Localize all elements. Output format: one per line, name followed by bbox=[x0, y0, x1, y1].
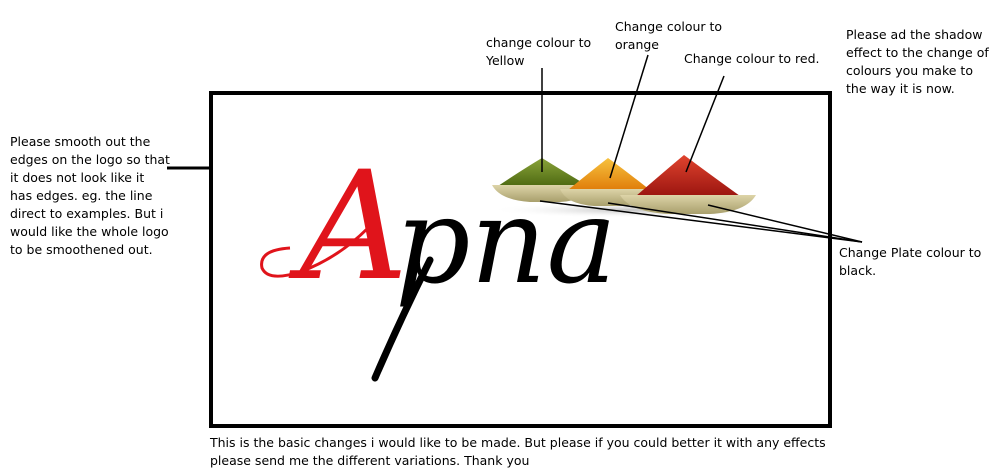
logo-first-letter: A bbox=[288, 140, 408, 314]
pointer-plate-1 bbox=[539, 200, 863, 243]
pointer-orange bbox=[609, 54, 649, 179]
note-change-colour-red: Change colour to red. bbox=[684, 51, 820, 66]
spice-mound-red bbox=[636, 155, 740, 196]
logo-rest-letters: pna bbox=[395, 172, 617, 310]
note-change-colour-yellow: change colour to Yellow bbox=[486, 35, 592, 68]
logo-swash bbox=[260, 226, 370, 278]
spice-mound-orange bbox=[568, 158, 650, 190]
note-change-colour-orange: Change colour to orange bbox=[615, 19, 723, 52]
plate-right bbox=[620, 195, 756, 214]
logo-wordmark: A pna bbox=[260, 140, 617, 382]
pointer-plate-2 bbox=[607, 202, 863, 243]
pointer-red bbox=[685, 75, 725, 173]
note-shadow-effect: Please ad the shadow effect to the chang… bbox=[846, 27, 989, 96]
spice-mound-green bbox=[498, 158, 588, 186]
pointer-plate-3 bbox=[707, 204, 863, 243]
note-footer: This is the basic changes i would like t… bbox=[210, 435, 826, 468]
note-smooth-edges: Please smooth out the edges on the logo … bbox=[10, 134, 170, 257]
logo-descender bbox=[371, 256, 434, 382]
note-plate-colour: Change Plate colour to black. bbox=[839, 245, 982, 278]
spice-bowl-red bbox=[620, 155, 756, 214]
logo-frame bbox=[209, 91, 832, 428]
